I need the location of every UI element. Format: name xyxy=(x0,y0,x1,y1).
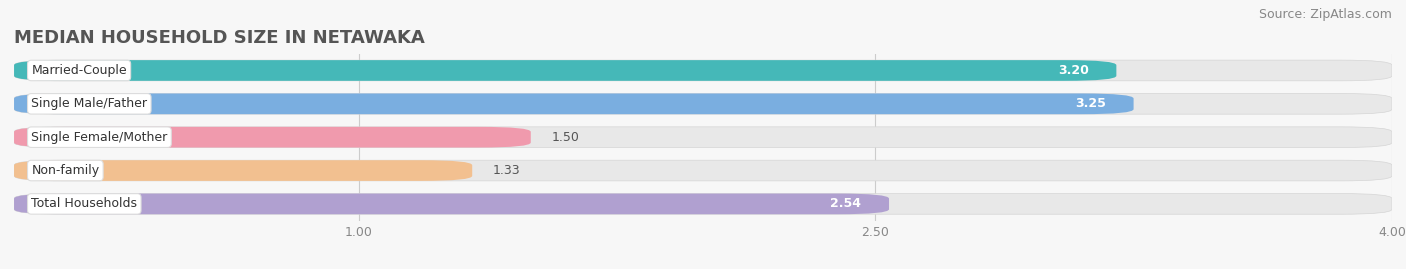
Text: MEDIAN HOUSEHOLD SIZE IN NETAWAKA: MEDIAN HOUSEHOLD SIZE IN NETAWAKA xyxy=(14,29,425,47)
FancyBboxPatch shape xyxy=(14,94,1392,114)
Text: 1.33: 1.33 xyxy=(494,164,520,177)
Text: Single Male/Father: Single Male/Father xyxy=(31,97,148,110)
FancyBboxPatch shape xyxy=(14,94,1133,114)
Text: Married-Couple: Married-Couple xyxy=(31,64,127,77)
FancyBboxPatch shape xyxy=(14,127,1392,147)
Text: 3.20: 3.20 xyxy=(1057,64,1088,77)
FancyBboxPatch shape xyxy=(14,60,1392,81)
FancyBboxPatch shape xyxy=(14,160,472,181)
Text: Single Female/Mother: Single Female/Mother xyxy=(31,131,167,144)
FancyBboxPatch shape xyxy=(14,194,1392,214)
Text: 2.54: 2.54 xyxy=(831,197,862,210)
Text: Total Households: Total Households xyxy=(31,197,138,210)
FancyBboxPatch shape xyxy=(14,60,1116,81)
FancyBboxPatch shape xyxy=(14,127,531,147)
Text: Non-family: Non-family xyxy=(31,164,100,177)
Text: Source: ZipAtlas.com: Source: ZipAtlas.com xyxy=(1258,8,1392,21)
FancyBboxPatch shape xyxy=(14,194,889,214)
Text: 1.50: 1.50 xyxy=(551,131,579,144)
FancyBboxPatch shape xyxy=(14,160,1392,181)
Text: 3.25: 3.25 xyxy=(1076,97,1107,110)
